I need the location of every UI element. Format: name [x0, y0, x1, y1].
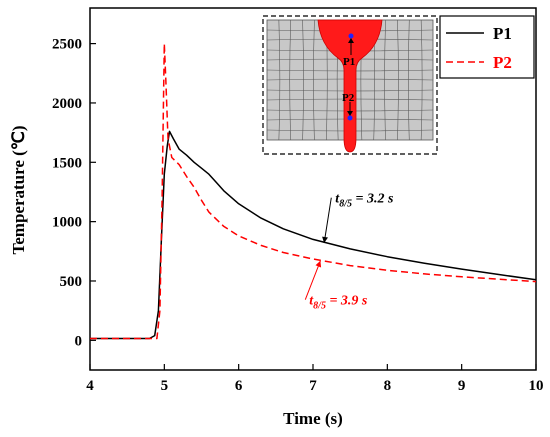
legend: P1 P2 — [439, 15, 535, 79]
x-tick-label: 9 — [458, 378, 466, 394]
inset-point-p2 — [347, 115, 353, 121]
annotation-label: t8/5 = 3.9 s — [309, 294, 368, 312]
annotation-arrow — [304, 260, 321, 300]
inset-weld-image: P1 P2 — [262, 15, 438, 155]
legend-box — [439, 15, 535, 79]
mesh-line — [407, 19, 410, 141]
x-tick-label: 4 — [86, 378, 94, 394]
annotation-arrow-head — [315, 260, 322, 268]
legend-label-p1: P1 — [493, 24, 512, 43]
y-tick-label: 500 — [60, 274, 83, 290]
mesh-line — [313, 19, 315, 141]
mesh-line — [289, 19, 292, 141]
y-tick-label: 0 — [75, 333, 83, 349]
annotations: t8/5 = 3.2 s t8/5 = 3.9 s — [304, 192, 394, 312]
x-tick-label: 5 — [161, 378, 169, 394]
annotation-label: t8/5 = 3.2 s — [335, 192, 394, 210]
x-axis-label: Time (s) — [283, 409, 343, 428]
y-axis-label: Temperature (℃) — [9, 125, 28, 254]
inset-weld-bead — [317, 19, 383, 153]
mesh-line — [302, 19, 304, 141]
inset-arrow-p1-head — [348, 38, 354, 43]
mesh-line — [397, 19, 399, 141]
legend-label-p2: P2 — [493, 53, 512, 72]
x-tick-label: 7 — [309, 378, 317, 394]
y-tick-label: 1500 — [52, 155, 82, 171]
x-tick-label: 10 — [529, 378, 544, 394]
series-line-p2 — [90, 42, 537, 340]
x-tick-label: 8 — [384, 378, 392, 394]
annotation-arrow — [323, 197, 332, 244]
inset-point-p1 — [348, 33, 354, 39]
inset-label-p1: P1 — [343, 56, 355, 68]
y-tick-label: 2000 — [52, 96, 82, 112]
x-tick-label: 6 — [235, 378, 243, 394]
inset-label-p2: P2 — [342, 92, 355, 104]
annotation-arrow-head — [322, 236, 328, 243]
data-series — [90, 42, 537, 340]
inset-arrow-p2-head — [347, 111, 353, 116]
axis-ticks: 4 5 6 7 8 9 10 0 500 1000 1500 2000 2500 — [52, 37, 544, 394]
mesh-line — [384, 19, 386, 141]
y-tick-label: 2500 — [52, 37, 82, 53]
y-tick-label: 1000 — [52, 215, 82, 231]
